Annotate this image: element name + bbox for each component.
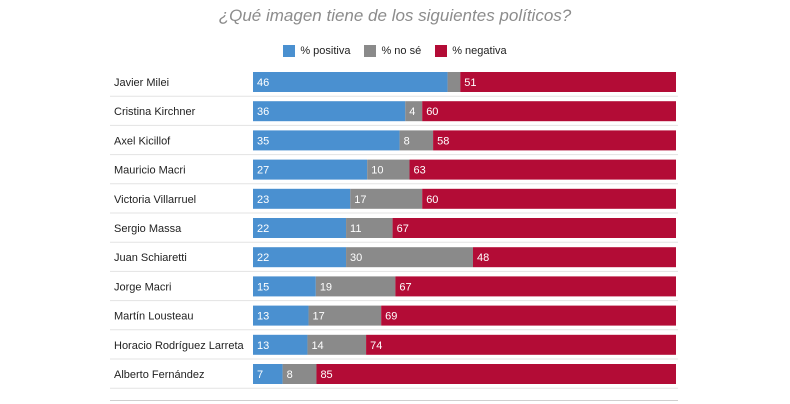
bar-segment	[253, 334, 308, 355]
data-label: 60	[426, 194, 438, 206]
category-label: Martín Lousteau	[114, 311, 194, 323]
data-label: 13	[257, 311, 269, 323]
bar-segment	[253, 276, 316, 297]
data-label: 23	[257, 194, 269, 206]
data-label: 4	[409, 106, 415, 118]
data-label: 69	[385, 311, 397, 323]
bar-segment	[460, 72, 676, 92]
data-label: 48	[477, 252, 489, 264]
data-label: 7	[257, 369, 263, 381]
legend-label-negativa: % negativa	[452, 45, 507, 57]
data-label: 35	[257, 135, 269, 147]
data-label: 22	[257, 252, 269, 264]
data-label: 8	[287, 369, 293, 381]
legend-label-positiva: % positiva	[300, 45, 351, 57]
bar-segment	[253, 130, 400, 151]
bar-segment	[472, 247, 676, 268]
bar-segment	[433, 130, 676, 151]
bar-segment	[253, 364, 283, 384]
bar-segment	[253, 218, 347, 238]
category-label: Axel Kicillof	[114, 135, 171, 147]
data-label: 14	[311, 340, 323, 352]
data-label: 51	[464, 77, 476, 89]
bottom-divider	[110, 400, 678, 401]
data-label: 11	[350, 223, 361, 235]
category-label: Juan Schiaretti	[114, 252, 187, 264]
category-label: Victoria Villarruel	[114, 194, 196, 206]
legend-swatch-negativa	[435, 45, 448, 57]
data-label: 27	[257, 165, 269, 177]
bar-segment	[381, 305, 676, 326]
data-label: 30	[350, 252, 362, 264]
bar-segment	[315, 276, 396, 297]
data-label: 63	[414, 165, 426, 177]
category-label: Cristina Kirchner	[114, 106, 196, 118]
data-label: 46	[257, 77, 269, 89]
legend-item-negativa: % negativa	[435, 45, 507, 57]
data-label: 8	[404, 135, 410, 147]
bar-segment	[405, 101, 423, 122]
data-label: 85	[320, 369, 332, 381]
bar-segment	[422, 101, 676, 122]
data-label: 19	[320, 281, 332, 293]
data-label: 74	[370, 340, 382, 352]
legend-item-positiva: % positiva	[283, 45, 350, 57]
data-label: 36	[257, 106, 269, 118]
bar-segment	[447, 72, 461, 92]
bar-segment	[346, 247, 473, 268]
bar-segment	[316, 364, 676, 384]
data-label: 15	[257, 281, 269, 293]
bar-segment	[253, 72, 448, 92]
data-label: 22	[257, 223, 269, 235]
legend: % positiva % no sé % negativa	[0, 45, 790, 57]
bar-segment	[367, 159, 410, 180]
data-label: 10	[371, 165, 383, 177]
legend-swatch-nose	[364, 45, 377, 57]
data-label: 60	[426, 106, 438, 118]
bar-segment	[409, 159, 676, 180]
bar-segment	[422, 188, 676, 209]
data-label: 67	[397, 223, 409, 235]
bar-segment	[253, 101, 406, 122]
category-label: Alberto Fernández	[114, 369, 205, 381]
bar-segment	[253, 305, 309, 326]
bar-segment	[253, 159, 368, 180]
legend-swatch-positiva	[283, 45, 296, 57]
bar-segment	[307, 334, 367, 355]
bar-segment	[350, 188, 423, 209]
bar-segment	[282, 364, 317, 384]
legend-label-nose: % no sé	[381, 45, 422, 57]
data-label: 13	[257, 340, 269, 352]
bar-segment	[346, 218, 393, 238]
chart-title: ¿Qué imagen tiene de los siguientes polí…	[218, 6, 572, 25]
bar-segment	[253, 247, 347, 268]
data-label: 58	[437, 135, 449, 147]
category-label: Horacio Rodríguez Larreta	[114, 340, 245, 352]
category-label: Javier Milei	[114, 77, 169, 89]
category-label: Sergio Massa	[114, 223, 182, 235]
data-label: 17	[313, 311, 325, 323]
bar-segment	[366, 334, 676, 355]
bar-segment	[395, 276, 676, 297]
category-label: Mauricio Macri	[114, 165, 186, 177]
bar-segment	[392, 218, 676, 238]
category-label: Jorge Macri	[114, 281, 171, 293]
bar-segment	[308, 305, 382, 326]
data-label: 17	[354, 194, 366, 206]
bar-segment	[253, 188, 351, 209]
legend-item-nose: % no sé	[364, 45, 421, 57]
data-label: 67	[399, 281, 411, 293]
bar-segment	[399, 130, 434, 151]
